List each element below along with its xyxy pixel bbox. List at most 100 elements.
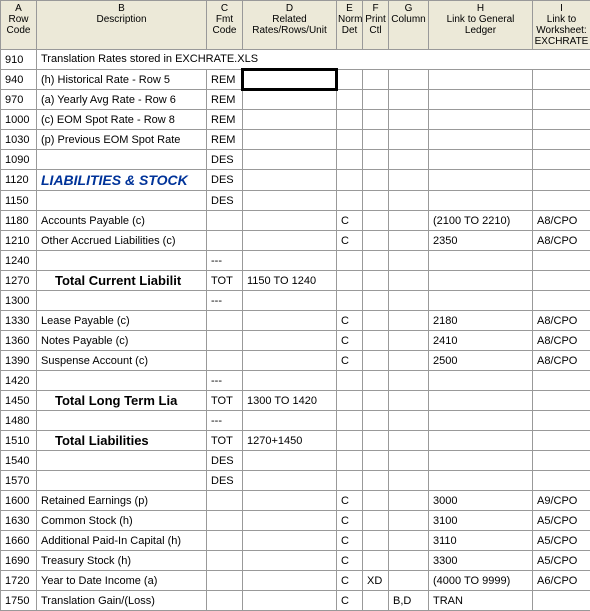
cell-column[interactable] bbox=[389, 291, 429, 311]
cell-print[interactable] bbox=[363, 531, 389, 551]
cell-related[interactable] bbox=[243, 331, 337, 351]
cell-description[interactable] bbox=[37, 371, 207, 391]
cell-description[interactable] bbox=[37, 471, 207, 491]
cell-related[interactable] bbox=[243, 571, 337, 591]
cell-norm[interactable] bbox=[337, 451, 363, 471]
col-header-i[interactable]: ILink to Worksheet: EXCHRATE bbox=[533, 1, 590, 50]
cell-gl-link[interactable]: 2180 bbox=[429, 311, 533, 331]
cell-fmt-code[interactable]: REM bbox=[207, 130, 243, 150]
cell-row-code[interactable]: 1030 bbox=[1, 130, 37, 150]
cell-gl-link[interactable] bbox=[429, 271, 533, 291]
cell-fmt-code[interactable]: DES bbox=[207, 150, 243, 170]
cell-ws-link[interactable] bbox=[533, 291, 590, 311]
cell-description[interactable]: Total Long Term Lia bbox=[37, 391, 207, 411]
cell-print[interactable] bbox=[363, 170, 389, 191]
cell-ws-link[interactable]: A8/CPO bbox=[533, 311, 590, 331]
cell-related[interactable] bbox=[243, 70, 337, 90]
cell-norm[interactable]: C bbox=[337, 351, 363, 371]
cell-norm[interactable] bbox=[337, 130, 363, 150]
cell-norm[interactable]: C bbox=[337, 311, 363, 331]
cell-column[interactable] bbox=[389, 271, 429, 291]
cell-ws-link[interactable] bbox=[533, 591, 590, 611]
cell-row-code[interactable]: 1300 bbox=[1, 291, 37, 311]
cell-fmt-code[interactable]: TOT bbox=[207, 271, 243, 291]
cell-column[interactable] bbox=[389, 411, 429, 431]
cell-row-code[interactable]: 1120 bbox=[1, 170, 37, 191]
cell-gl-link[interactable] bbox=[429, 90, 533, 110]
cell-related[interactable] bbox=[243, 411, 337, 431]
cell-ws-link[interactable]: A8/CPO bbox=[533, 351, 590, 371]
cell-print[interactable] bbox=[363, 130, 389, 150]
cell-ws-link[interactable]: A5/CPO bbox=[533, 551, 590, 571]
cell-column[interactable] bbox=[389, 471, 429, 491]
cell-ws-link[interactable] bbox=[533, 110, 590, 130]
cell-column[interactable] bbox=[389, 511, 429, 531]
cell-row-code[interactable]: 1600 bbox=[1, 491, 37, 511]
cell-gl-link[interactable]: 3000 bbox=[429, 491, 533, 511]
cell-description[interactable] bbox=[37, 411, 207, 431]
cell-ws-link[interactable] bbox=[533, 90, 590, 110]
cell-fmt-code[interactable]: DES bbox=[207, 471, 243, 491]
cell-description[interactable]: (c) EOM Spot Rate - Row 8 bbox=[37, 110, 207, 130]
cell-related[interactable]: 1300 TO 1420 bbox=[243, 391, 337, 411]
cell-description[interactable]: LIABILITIES & STOCK bbox=[37, 170, 207, 191]
cell-print[interactable] bbox=[363, 411, 389, 431]
cell-column[interactable] bbox=[389, 351, 429, 371]
cell-norm[interactable] bbox=[337, 371, 363, 391]
col-header-f[interactable]: FPrint Ctl bbox=[363, 1, 389, 50]
cell-description[interactable]: Retained Earnings (p) bbox=[37, 491, 207, 511]
cell-row-code[interactable]: 910 bbox=[1, 50, 37, 70]
cell-ws-link[interactable] bbox=[533, 191, 590, 211]
cell-description[interactable]: Accounts Payable (c) bbox=[37, 211, 207, 231]
cell-related[interactable] bbox=[243, 471, 337, 491]
cell-related[interactable] bbox=[243, 130, 337, 150]
cell-ws-link[interactable] bbox=[533, 431, 590, 451]
cell-norm[interactable] bbox=[337, 170, 363, 191]
cell-gl-link[interactable] bbox=[429, 251, 533, 271]
cell-ws-link[interactable] bbox=[533, 251, 590, 271]
cell-related[interactable] bbox=[243, 351, 337, 371]
cell-norm[interactable] bbox=[337, 251, 363, 271]
cell-row-code[interactable]: 1630 bbox=[1, 511, 37, 531]
cell-column[interactable] bbox=[389, 251, 429, 271]
cell-ws-link[interactable] bbox=[533, 371, 590, 391]
cell-gl-link[interactable] bbox=[429, 411, 533, 431]
cell-ws-link[interactable] bbox=[533, 70, 590, 90]
cell-description[interactable]: Translation Rates stored in EXCHRATE.XLS bbox=[37, 50, 590, 70]
cell-gl-link[interactable]: 3100 bbox=[429, 511, 533, 531]
cell-related[interactable] bbox=[243, 531, 337, 551]
cell-fmt-code[interactable] bbox=[207, 511, 243, 531]
col-header-a[interactable]: ARow Code bbox=[1, 1, 37, 50]
cell-gl-link[interactable]: 2410 bbox=[429, 331, 533, 351]
col-header-g[interactable]: GColumn bbox=[389, 1, 429, 50]
cell-related[interactable] bbox=[243, 231, 337, 251]
cell-print[interactable] bbox=[363, 110, 389, 130]
cell-norm[interactable]: C bbox=[337, 551, 363, 571]
cell-fmt-code[interactable]: TOT bbox=[207, 431, 243, 451]
cell-gl-link[interactable]: 3110 bbox=[429, 531, 533, 551]
cell-column[interactable] bbox=[389, 191, 429, 211]
cell-gl-link[interactable] bbox=[429, 451, 533, 471]
cell-print[interactable] bbox=[363, 271, 389, 291]
cell-column[interactable] bbox=[389, 451, 429, 471]
cell-norm[interactable] bbox=[337, 411, 363, 431]
cell-print[interactable] bbox=[363, 371, 389, 391]
cell-column[interactable] bbox=[389, 70, 429, 90]
cell-print[interactable] bbox=[363, 471, 389, 491]
cell-print[interactable] bbox=[363, 311, 389, 331]
cell-gl-link[interactable] bbox=[429, 371, 533, 391]
cell-column[interactable] bbox=[389, 491, 429, 511]
cell-row-code[interactable]: 1000 bbox=[1, 110, 37, 130]
cell-norm[interactable] bbox=[337, 90, 363, 110]
cell-gl-link[interactable] bbox=[429, 110, 533, 130]
cell-gl-link[interactable] bbox=[429, 391, 533, 411]
cell-fmt-code[interactable]: DES bbox=[207, 191, 243, 211]
cell-column[interactable] bbox=[389, 231, 429, 251]
cell-print[interactable] bbox=[363, 511, 389, 531]
cell-description[interactable]: Total Liabilities bbox=[37, 431, 207, 451]
cell-description[interactable] bbox=[37, 191, 207, 211]
cell-row-code[interactable]: 1660 bbox=[1, 531, 37, 551]
cell-print[interactable] bbox=[363, 90, 389, 110]
cell-gl-link[interactable] bbox=[429, 130, 533, 150]
cell-norm[interactable] bbox=[337, 191, 363, 211]
